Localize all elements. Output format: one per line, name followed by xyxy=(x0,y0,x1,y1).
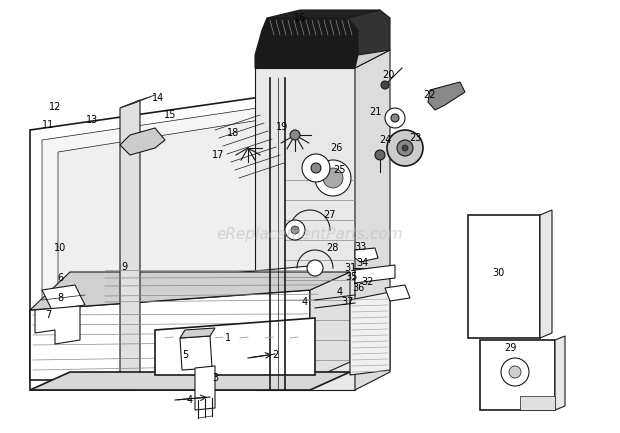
Circle shape xyxy=(375,150,385,160)
Circle shape xyxy=(509,366,521,378)
Text: eReplacementParts.com: eReplacementParts.com xyxy=(216,227,404,242)
Polygon shape xyxy=(255,68,355,390)
Circle shape xyxy=(385,108,405,128)
Text: 23: 23 xyxy=(409,133,421,143)
Text: 25: 25 xyxy=(334,165,346,175)
Text: 37: 37 xyxy=(342,297,354,307)
Polygon shape xyxy=(480,340,555,410)
Text: 24: 24 xyxy=(379,135,391,145)
Circle shape xyxy=(307,260,323,276)
Text: 12: 12 xyxy=(49,102,61,112)
Text: 13: 13 xyxy=(86,115,98,125)
Text: 28: 28 xyxy=(326,243,338,253)
Polygon shape xyxy=(30,290,310,380)
Polygon shape xyxy=(155,318,315,375)
Polygon shape xyxy=(540,210,552,338)
Text: 1: 1 xyxy=(225,333,231,343)
Polygon shape xyxy=(195,366,215,410)
Text: 5: 5 xyxy=(182,350,188,360)
Polygon shape xyxy=(355,50,390,390)
Polygon shape xyxy=(35,306,80,344)
Text: 11: 11 xyxy=(42,120,54,130)
Polygon shape xyxy=(120,95,155,108)
Text: 31: 31 xyxy=(344,263,356,273)
Text: 17: 17 xyxy=(212,150,224,160)
Text: 21: 21 xyxy=(369,107,381,117)
Text: 2: 2 xyxy=(272,350,278,360)
Polygon shape xyxy=(58,116,285,366)
Circle shape xyxy=(291,226,299,234)
Polygon shape xyxy=(355,265,395,283)
Polygon shape xyxy=(348,10,390,55)
Text: 20: 20 xyxy=(382,70,394,80)
Circle shape xyxy=(501,358,529,386)
Text: 29: 29 xyxy=(504,343,516,353)
Circle shape xyxy=(290,130,300,140)
Text: 7: 7 xyxy=(45,310,51,320)
Circle shape xyxy=(315,160,351,196)
Circle shape xyxy=(302,154,330,182)
Text: 30: 30 xyxy=(492,268,504,278)
Polygon shape xyxy=(102,265,320,308)
Polygon shape xyxy=(255,18,358,68)
Polygon shape xyxy=(255,50,390,68)
Circle shape xyxy=(311,163,321,173)
Text: 8: 8 xyxy=(57,293,63,303)
Circle shape xyxy=(397,140,413,156)
Polygon shape xyxy=(42,285,85,310)
Text: 14: 14 xyxy=(152,93,164,103)
Text: 32: 32 xyxy=(362,277,374,287)
Text: 19: 19 xyxy=(276,122,288,132)
Text: 26: 26 xyxy=(330,143,342,153)
Circle shape xyxy=(381,81,389,89)
Text: 15: 15 xyxy=(164,110,176,120)
Circle shape xyxy=(285,220,305,240)
Polygon shape xyxy=(267,10,380,18)
Text: 33: 33 xyxy=(354,242,366,252)
Text: 22: 22 xyxy=(423,90,436,100)
Text: 36: 36 xyxy=(352,283,364,293)
Circle shape xyxy=(402,145,408,151)
Polygon shape xyxy=(555,336,565,410)
Text: 18: 18 xyxy=(227,128,239,138)
Polygon shape xyxy=(428,82,465,110)
Polygon shape xyxy=(310,272,350,380)
Circle shape xyxy=(387,130,423,166)
Polygon shape xyxy=(30,372,350,390)
Text: 10: 10 xyxy=(54,243,66,253)
Text: 34: 34 xyxy=(356,258,368,268)
Polygon shape xyxy=(42,102,298,378)
Polygon shape xyxy=(350,292,390,375)
Polygon shape xyxy=(520,396,555,410)
Text: 16: 16 xyxy=(294,13,306,23)
Circle shape xyxy=(391,114,399,122)
Text: 6: 6 xyxy=(57,273,63,283)
Polygon shape xyxy=(468,215,540,338)
Text: 9: 9 xyxy=(121,262,127,272)
Polygon shape xyxy=(385,285,410,301)
Text: 4: 4 xyxy=(337,287,343,297)
Text: 4: 4 xyxy=(302,297,308,307)
Text: 35: 35 xyxy=(346,272,358,282)
Polygon shape xyxy=(355,248,378,262)
Polygon shape xyxy=(180,328,215,338)
Circle shape xyxy=(323,168,343,188)
Polygon shape xyxy=(120,100,140,390)
Polygon shape xyxy=(30,90,310,390)
Text: 27: 27 xyxy=(324,210,336,220)
Text: 3: 3 xyxy=(212,373,218,383)
Text: 4: 4 xyxy=(187,395,193,405)
Polygon shape xyxy=(180,336,212,370)
Polygon shape xyxy=(120,128,165,155)
Polygon shape xyxy=(30,272,350,310)
